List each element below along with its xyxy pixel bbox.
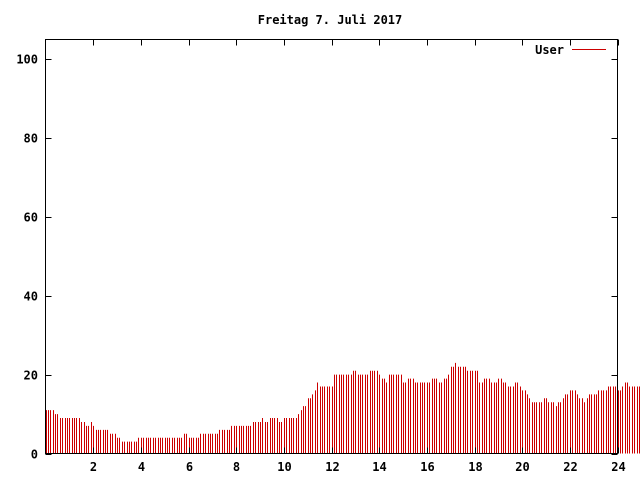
x-tick-label: 20 xyxy=(515,460,529,474)
x-tick-label: 4 xyxy=(138,460,145,474)
x-tick-label: 2 xyxy=(90,460,97,474)
legend-label-user: User xyxy=(535,43,564,57)
x-tick-label: 8 xyxy=(233,460,240,474)
y-tick-label: 0 xyxy=(31,448,38,462)
plot-frame xyxy=(45,39,618,454)
x-tick-label: 16 xyxy=(420,460,434,474)
x-tick-label: 6 xyxy=(186,460,193,474)
x-tick-label: 14 xyxy=(372,460,386,474)
y-tick-label: 80 xyxy=(24,132,38,146)
bar-series xyxy=(46,362,640,454)
y-tick-label: 20 xyxy=(24,369,38,383)
x-tick-label: 22 xyxy=(563,460,577,474)
y-tick-label: 60 xyxy=(24,211,38,225)
x-tick-label: 18 xyxy=(468,460,482,474)
x-tick-label: 24 xyxy=(611,460,625,474)
y-tick-label: 100 xyxy=(16,53,38,67)
chart-title: Freitag 7. Juli 2017 xyxy=(258,13,403,27)
x-tick-label: 10 xyxy=(277,460,291,474)
x-tick-label: 12 xyxy=(325,460,339,474)
legend: User xyxy=(535,43,606,57)
y-tick-label: 40 xyxy=(24,290,38,304)
